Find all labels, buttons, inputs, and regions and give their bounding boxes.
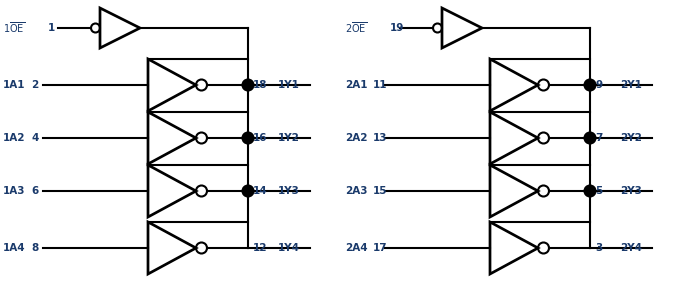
Circle shape xyxy=(243,133,254,144)
Text: 1Y4: 1Y4 xyxy=(278,243,300,253)
Text: 2A4: 2A4 xyxy=(345,243,367,253)
Text: 2: 2 xyxy=(31,80,38,90)
Circle shape xyxy=(585,79,596,90)
Text: 1A2: 1A2 xyxy=(3,133,25,143)
Text: 2Y3: 2Y3 xyxy=(620,186,642,196)
Text: 9: 9 xyxy=(595,80,602,90)
Text: 1Y3: 1Y3 xyxy=(278,186,300,196)
Text: $2\overline{\rm OE}$: $2\overline{\rm OE}$ xyxy=(345,21,367,35)
Text: 19: 19 xyxy=(390,23,404,33)
Text: 4: 4 xyxy=(31,133,38,143)
Text: 3: 3 xyxy=(595,243,602,253)
Text: 2Y4: 2Y4 xyxy=(620,243,642,253)
Text: 8: 8 xyxy=(31,243,38,253)
Text: 2A3: 2A3 xyxy=(345,186,367,196)
Text: 1Y2: 1Y2 xyxy=(278,133,300,143)
Text: 2Y2: 2Y2 xyxy=(620,133,642,143)
Text: 12: 12 xyxy=(253,243,267,253)
Text: 5: 5 xyxy=(595,186,602,196)
Text: 16: 16 xyxy=(253,133,267,143)
Text: $1\overline{\rm OE}$: $1\overline{\rm OE}$ xyxy=(3,21,25,35)
Text: 17: 17 xyxy=(373,243,388,253)
Text: 1A3: 1A3 xyxy=(3,186,25,196)
Text: 18: 18 xyxy=(253,80,267,90)
Circle shape xyxy=(585,133,596,144)
Circle shape xyxy=(585,186,596,197)
Text: 2A2: 2A2 xyxy=(345,133,367,143)
Text: 6: 6 xyxy=(31,186,38,196)
Text: 1: 1 xyxy=(48,23,55,33)
Circle shape xyxy=(243,186,254,197)
Text: 7: 7 xyxy=(595,133,603,143)
Text: 14: 14 xyxy=(253,186,267,196)
Text: 13: 13 xyxy=(373,133,388,143)
Text: 1Y1: 1Y1 xyxy=(278,80,300,90)
Circle shape xyxy=(243,79,254,90)
Text: 2A1: 2A1 xyxy=(345,80,367,90)
Text: 1A1: 1A1 xyxy=(3,80,25,90)
Text: 15: 15 xyxy=(373,186,388,196)
Text: 11: 11 xyxy=(373,80,388,90)
Text: 2Y1: 2Y1 xyxy=(620,80,642,90)
Text: 1A4: 1A4 xyxy=(3,243,25,253)
